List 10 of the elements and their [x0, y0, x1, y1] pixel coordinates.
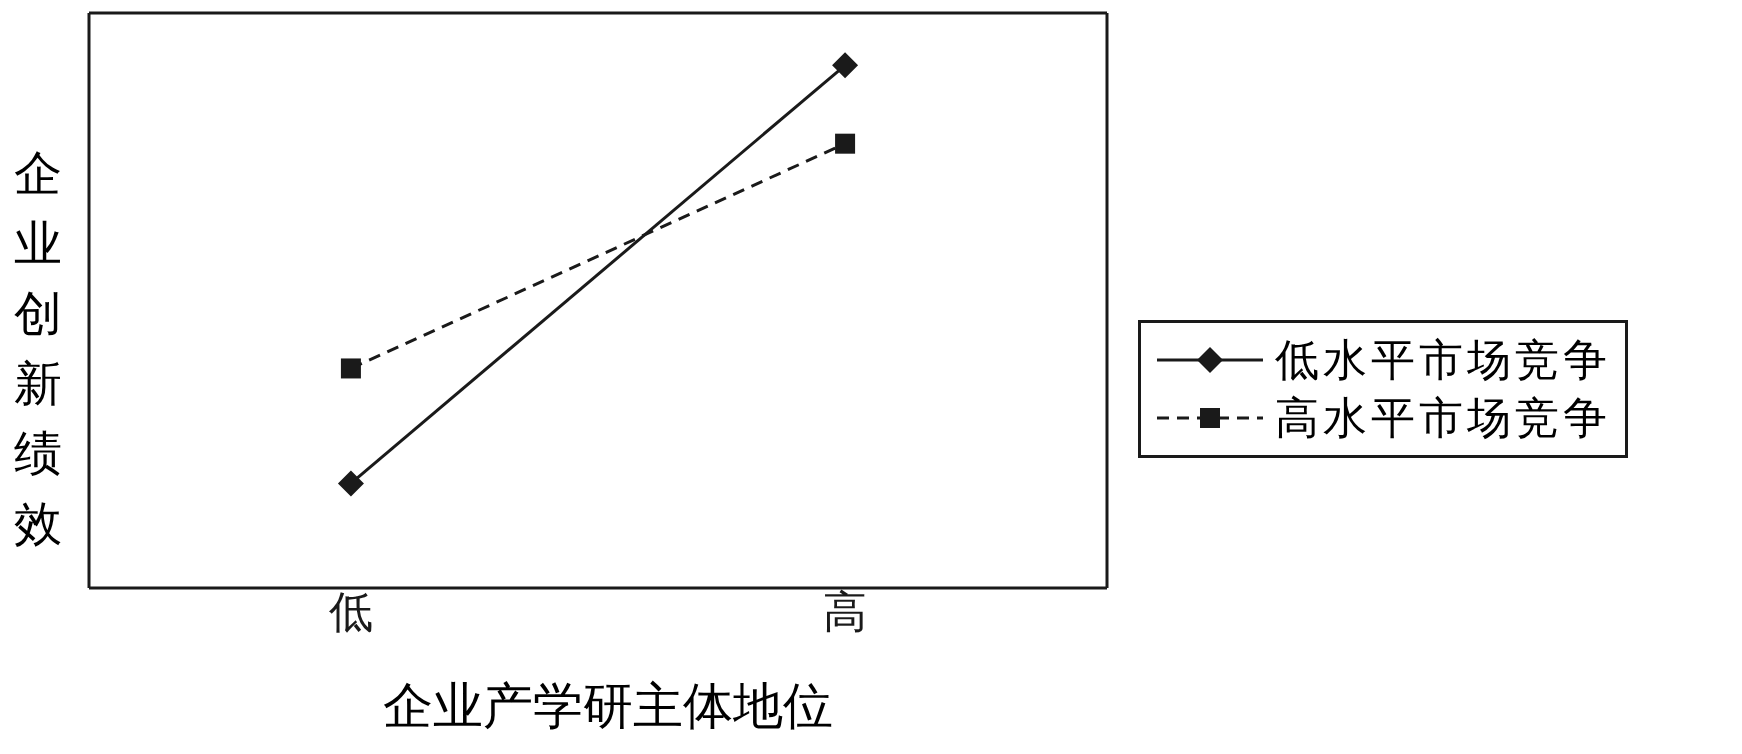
- point: [340, 358, 361, 379]
- legend-label: 高水平市场竞争: [1275, 391, 1611, 445]
- y-axis-title: 企业创新绩效: [13, 144, 63, 553]
- x-tick-label: 低: [328, 586, 373, 638]
- point: [832, 52, 859, 79]
- x-tick-label: 高: [823, 586, 868, 638]
- point: [835, 133, 856, 154]
- x-axis-title: 企业产学研主体地位: [382, 676, 834, 737]
- legend-label: 低水平市场竞争: [1275, 333, 1611, 387]
- point: [337, 470, 364, 497]
